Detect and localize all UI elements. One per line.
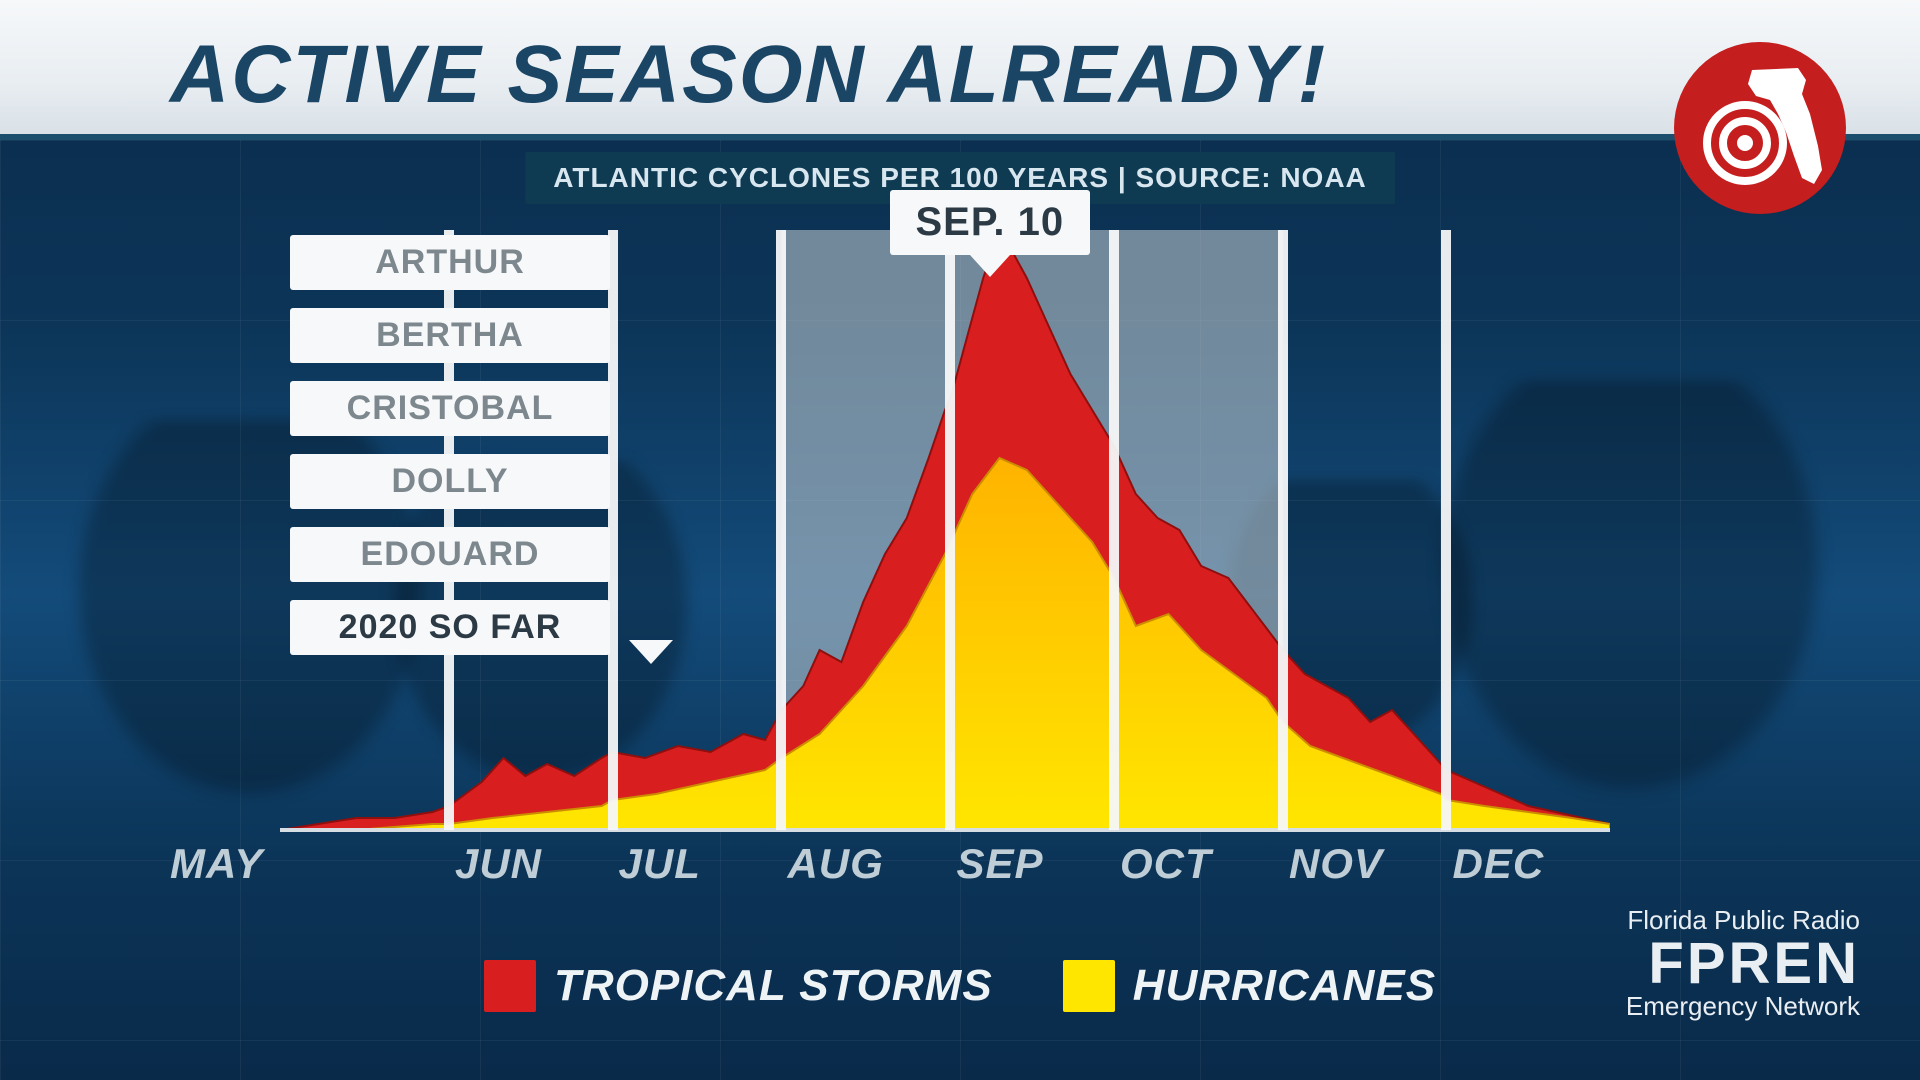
month-divider xyxy=(1278,230,1288,830)
month-label: SEP xyxy=(956,840,1043,888)
so-far-pointer-icon xyxy=(629,640,673,664)
month-divider xyxy=(1441,230,1451,830)
brand-line2: Emergency Network xyxy=(1626,991,1860,1022)
month-label: MAY xyxy=(170,840,263,888)
month-label: OCT xyxy=(1120,840,1212,888)
month-label: DEC xyxy=(1452,840,1544,888)
peak-date-callout: SEP. 10 xyxy=(890,190,1091,255)
hurricane-logo xyxy=(1660,28,1860,228)
storm-list-2020: ARTHUR BERTHA CRISTOBAL DOLLY EDOUARD 2020 SO… xyxy=(290,235,610,673)
storm-plaque: EDOUARD xyxy=(290,527,610,582)
legend-swatch-hurricane xyxy=(1063,960,1115,1012)
legend-swatch-tropical xyxy=(484,960,536,1012)
stage: ACTIVE SEASON ALREADY! ATLANTIC CYCLONES… xyxy=(0,0,1920,1080)
so-far-plaque: 2020 SO FAR xyxy=(290,600,610,655)
brand-acronym: FPREN xyxy=(1626,936,1860,991)
fpren-brand: Florida Public Radio FPREN Emergency Net… xyxy=(1626,905,1860,1022)
month-label: JUN xyxy=(455,840,542,888)
month-divider xyxy=(1109,230,1119,830)
month-label: JUL xyxy=(619,840,701,888)
page-title: ACTIVE SEASON ALREADY! xyxy=(170,28,1327,122)
legend-item-hurricane: HURRICANES xyxy=(1063,960,1436,1012)
month-divider xyxy=(776,230,786,830)
month-divider xyxy=(945,230,955,830)
month-label: AUG xyxy=(787,840,883,888)
storm-plaque: ARTHUR xyxy=(290,235,610,290)
legend-label-tropical: TROPICAL STORMS xyxy=(554,961,993,1011)
legend-item-tropical: TROPICAL STORMS xyxy=(484,960,993,1012)
legend-label-hurricane: HURRICANES xyxy=(1133,961,1436,1011)
storm-plaque: CRISTOBAL xyxy=(290,381,610,436)
storm-plaque: DOLLY xyxy=(290,454,610,509)
storm-plaque: BERTHA xyxy=(290,308,610,363)
month-label: NOV xyxy=(1289,840,1383,888)
